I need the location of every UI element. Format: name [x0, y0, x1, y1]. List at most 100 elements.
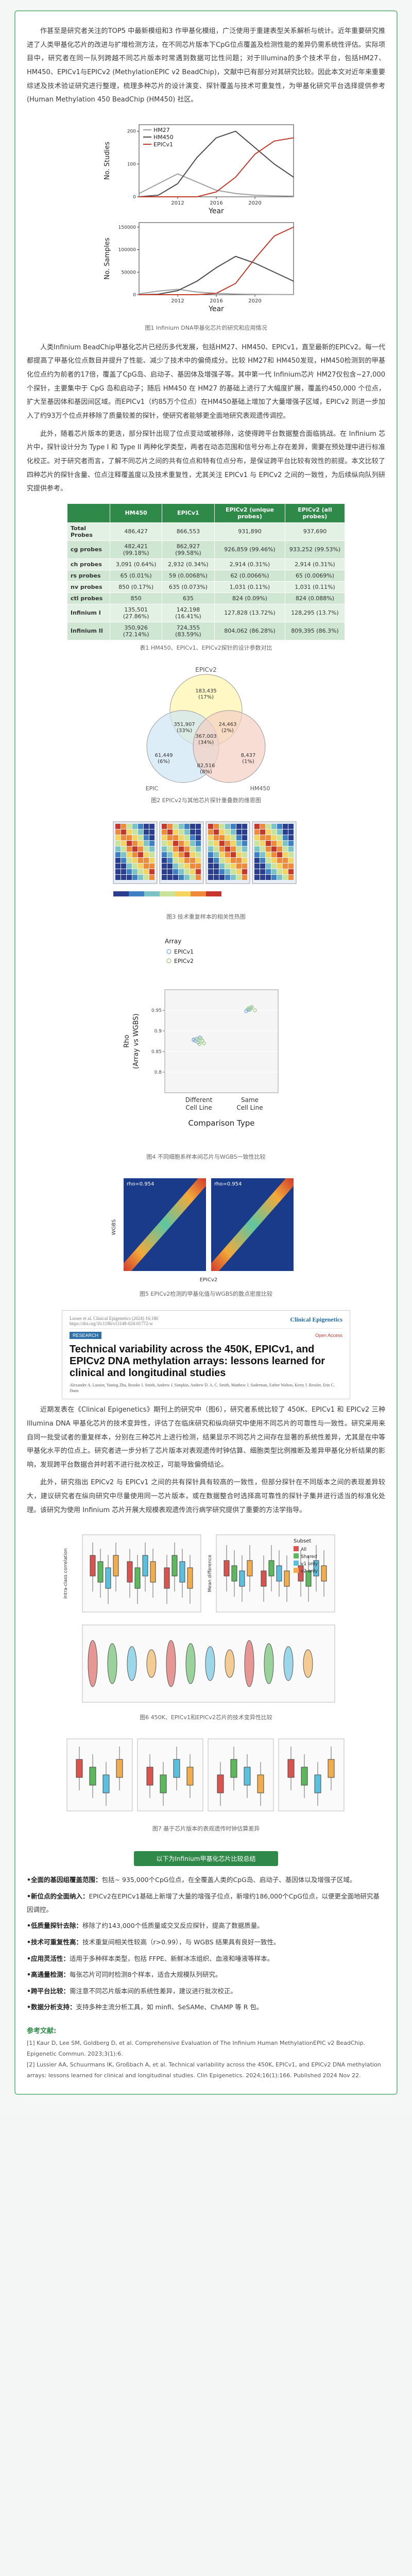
heatmap-cell	[162, 874, 167, 880]
heatmap-cell	[121, 829, 126, 835]
rho-left-label: rho=0.954	[127, 1181, 154, 1187]
heatmap-legend-swatch	[206, 891, 221, 896]
box	[261, 1570, 267, 1587]
venn-pct-epicv2-only: (17%)	[198, 694, 214, 700]
heatmap-cell	[149, 829, 154, 835]
heatmap-cell	[149, 857, 154, 863]
table-cell: 926,859 (99.46%)	[214, 540, 285, 559]
heatmap-cell	[271, 869, 277, 874]
table-1-caption: 表1 HM450、EPICv1、EPICv2探针的设计参数对比	[140, 644, 272, 651]
heatmap-cell	[144, 840, 149, 846]
figure-3: 图3 技术重复样本的相关性热图	[27, 817, 385, 926]
table-cell: 850	[110, 592, 162, 604]
box	[276, 1565, 282, 1582]
heatmap-cell	[254, 869, 260, 874]
heatmap-cell	[121, 874, 126, 880]
heatmap-cell	[277, 829, 282, 835]
paper-doi[interactable]: https://doi.org/10.1186/s13148-024-01772…	[70, 1320, 153, 1326]
legend-label: All	[301, 1547, 306, 1552]
heatmap-cell	[214, 829, 219, 835]
heatmap-cell	[219, 874, 225, 880]
heatmap-cell	[115, 874, 121, 880]
heatmap-cell	[254, 835, 260, 840]
box	[150, 1561, 156, 1583]
heatmap-cell	[266, 852, 271, 857]
table-cell: 128,295 (13.7%)	[284, 603, 346, 622]
heatmap-cell	[167, 857, 173, 863]
venn-value-all-three: 367,003	[195, 734, 216, 739]
heatmap-cell	[283, 846, 288, 852]
box	[142, 1555, 148, 1577]
heatmap-cell	[231, 857, 236, 863]
heatmap-cell	[149, 869, 154, 874]
data-point-epicv2	[253, 1008, 257, 1012]
heatmap-cell	[254, 852, 260, 857]
box	[328, 1759, 335, 1778]
table-cell: 937,690	[284, 522, 346, 541]
summary-item-text: 支持多种主流分析工具，如 minfi、SeSAMe、ChAMP 等 R 包。	[76, 2003, 263, 2011]
heatmap-cell	[242, 835, 247, 840]
heatmap-cell	[132, 835, 138, 840]
heatmap-cell	[236, 846, 242, 852]
heatmap-cell	[162, 823, 167, 829]
heatmap-cell	[179, 829, 184, 835]
heatmap-cell	[236, 835, 242, 840]
variability-boxplots: Intra-class correlation Mean difference Su…	[63, 1534, 335, 1703]
heatmap-cell	[115, 823, 121, 829]
violin	[88, 1640, 98, 1687]
venn-pct-hm450-only: (1%)	[242, 759, 254, 765]
heatmap-cell	[115, 829, 121, 835]
heatmap-cell	[144, 823, 149, 829]
heatmap-cell	[127, 874, 132, 880]
legend-label: EPICv1	[153, 141, 173, 148]
heatmap-cell	[242, 852, 247, 857]
table-cell: 142,198 (16.41%)	[161, 603, 215, 622]
heatmap-cell	[271, 835, 277, 840]
density-band-left	[124, 1178, 206, 1271]
heatmap-cell	[190, 846, 195, 852]
data-point-epicv1	[244, 1009, 248, 1013]
box	[146, 1767, 153, 1786]
table-cell: 866,553	[161, 522, 215, 541]
y-tick-label: 0.95	[151, 1008, 162, 1013]
heatmap-cell	[225, 829, 230, 835]
heatmap-cell	[138, 829, 143, 835]
heatmap-cell	[138, 874, 143, 880]
heatmap-cell	[144, 863, 149, 869]
heatmap-cell	[225, 840, 230, 846]
density-ylabel: WGBS	[111, 1219, 117, 1235]
heatmap-cell	[121, 863, 126, 869]
heatmap-cell	[138, 852, 143, 857]
heatmap-cell	[242, 823, 247, 829]
box	[113, 1555, 119, 1577]
figure-1-caption: 图1 Infinium DNA甲基化芯片的研究和应用情况	[145, 324, 267, 331]
x-axis-label: Comparison Type	[188, 1118, 254, 1128]
heatmap-cell	[121, 852, 126, 857]
heatmap-cell	[254, 863, 260, 869]
heatmap-cell	[149, 823, 154, 829]
table-cell: ch probes	[66, 558, 111, 570]
heatmap-cell	[127, 829, 132, 835]
figure-1: 0 100 200 2012 2016 2020 Year No. Studies HM27 HM…	[27, 114, 385, 337]
table-row: Infinium II 350,926 (72.14%) 724,355 (83.5…	[66, 621, 346, 640]
heatmap-cell	[242, 846, 247, 852]
heatmap-cell	[144, 829, 149, 835]
heatmap-cell	[184, 840, 190, 846]
heatmap-cell	[231, 846, 236, 852]
summary-item-text: 每张芯片可同时检测8个样本，适合大规模队列研究。	[70, 1971, 222, 1979]
table-cell: 135,501 (27.86%)	[110, 603, 162, 622]
heatmap-cell	[271, 863, 277, 869]
heatmap-cell	[184, 863, 190, 869]
heatmap-cell	[127, 835, 132, 840]
heatmap-cell	[173, 869, 178, 874]
heatmap-cell	[190, 863, 195, 869]
heatmap-cell	[162, 840, 167, 846]
venn-circle-hm450	[193, 710, 266, 783]
box	[244, 1767, 251, 1786]
panel-b-ylabel: Mean difference	[208, 1555, 213, 1592]
summary-item-text: 技术重复间相关性较高（r>0.99），与 WGBS 结果具有良好一致性。	[82, 1938, 280, 1946]
heatmap-legend-swatch	[129, 891, 144, 896]
summary-item-head: •跨平台比较：	[27, 1987, 70, 1995]
summary-divider: 以下为Infinium甲基化芯片比较总结	[134, 1851, 278, 1867]
plot-frame	[139, 222, 294, 295]
